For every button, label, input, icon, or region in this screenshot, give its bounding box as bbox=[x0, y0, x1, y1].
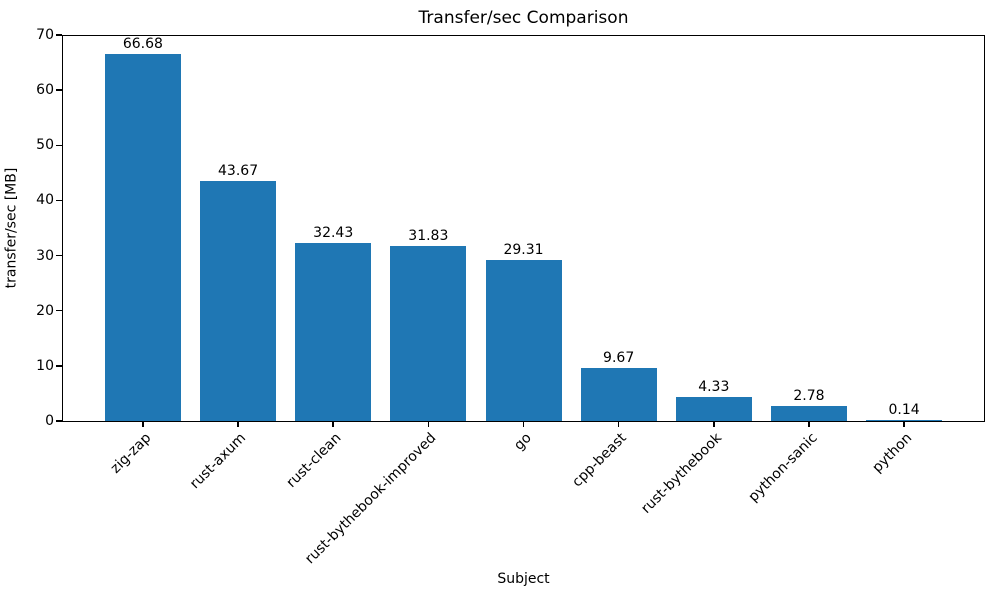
y-axis-tick bbox=[56, 420, 62, 422]
x-tick-label: rust-bythebook bbox=[638, 430, 726, 517]
y-axis-tick bbox=[56, 34, 62, 36]
bar-value-label: 29.31 bbox=[503, 242, 544, 258]
y-tick-label: 30 bbox=[36, 247, 54, 264]
x-axis-tick bbox=[713, 421, 715, 427]
bar-value-label: 4.33 bbox=[698, 379, 730, 395]
x-axis-tick bbox=[427, 421, 430, 427]
y-tick-label: 50 bbox=[36, 137, 54, 154]
y-tick-label: 40 bbox=[36, 192, 54, 209]
bar-python-sanic bbox=[771, 406, 847, 421]
bar-value-label: 66.68 bbox=[122, 36, 163, 52]
x-tick-label: cpp-beast bbox=[569, 430, 630, 491]
x-tick-label: rust-axum bbox=[187, 430, 250, 493]
y-tick-label: 10 bbox=[36, 357, 54, 374]
y-tick-label: 20 bbox=[36, 302, 54, 319]
bar-rust-clean bbox=[295, 243, 371, 421]
plot-area: 66.68 43.67 32.43 31.83 29.31 9.67 4.33 2.78 0.1… bbox=[62, 35, 985, 422]
y-tick-label: 0 bbox=[45, 413, 54, 429]
x-axis-tick bbox=[617, 421, 620, 427]
chart-title: Transfer/sec Comparison bbox=[418, 8, 629, 28]
x-axis-tick bbox=[142, 421, 144, 427]
x-axis-tick bbox=[903, 421, 905, 427]
bar-rust-bythebook-improved bbox=[390, 246, 466, 421]
x-axis-tick bbox=[237, 421, 239, 427]
x-tick-label: python bbox=[869, 430, 916, 476]
x-axis-tick bbox=[808, 421, 810, 427]
bar-go bbox=[486, 260, 562, 421]
x-axis-tick bbox=[332, 421, 334, 427]
y-axis-tick bbox=[56, 309, 62, 312]
x-tick-label: go bbox=[511, 430, 535, 454]
x-axis-tick bbox=[522, 421, 525, 427]
y-tick-label: 60 bbox=[36, 82, 54, 99]
bar-value-label: 43.67 bbox=[218, 163, 259, 179]
y-axis-tick bbox=[56, 144, 62, 147]
bar-value-label: 9.67 bbox=[603, 350, 635, 366]
x-tick-label: rust-clean bbox=[283, 430, 345, 491]
bar-zig-zap bbox=[105, 54, 181, 421]
y-axis-tick bbox=[56, 89, 62, 91]
x-tick-label: python-sanic bbox=[745, 430, 821, 506]
bar-value-label: 31.83 bbox=[408, 228, 449, 244]
bar-rust-axum bbox=[200, 181, 276, 421]
x-tick-label: zig-zap bbox=[107, 430, 155, 477]
x-axis-label: Subject bbox=[497, 571, 550, 587]
y-axis-tick bbox=[56, 199, 62, 202]
bar-value-label: 2.78 bbox=[793, 388, 825, 404]
bar-python bbox=[866, 420, 942, 421]
bar-cpp-beast bbox=[581, 368, 657, 421]
y-axis-tick bbox=[56, 254, 62, 257]
y-axis-label: transfer/sec [MB] bbox=[3, 167, 20, 289]
bar-value-label: 0.14 bbox=[888, 402, 920, 418]
y-tick-label: 70 bbox=[36, 27, 54, 43]
bar-rust-bythebook bbox=[676, 397, 752, 421]
y-axis-tick bbox=[56, 365, 62, 367]
bar-value-label: 32.43 bbox=[313, 225, 354, 241]
